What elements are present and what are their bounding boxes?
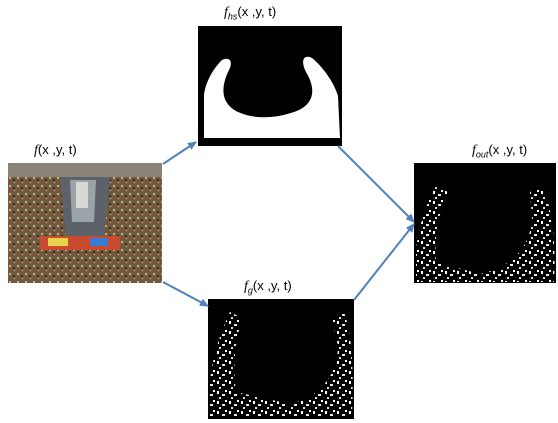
arrow-top-to-output: [337, 145, 415, 223]
out-image: [414, 163, 556, 283]
arrow-input-to-top: [162, 141, 197, 165]
arrow-input-to-bottom: [162, 281, 209, 307]
arrow-bottom-to-output: [353, 223, 415, 301]
g-image: [208, 299, 354, 419]
label-top: fhs(x ,y, t): [224, 4, 277, 22]
hs-mask-image: [198, 26, 342, 146]
label-bottom: fg(x ,y, t): [244, 278, 292, 296]
label-input: f(x ,y, t): [34, 142, 77, 158]
label-output: fout(x ,y, t): [472, 142, 528, 160]
input-frame-image: [8, 163, 162, 283]
